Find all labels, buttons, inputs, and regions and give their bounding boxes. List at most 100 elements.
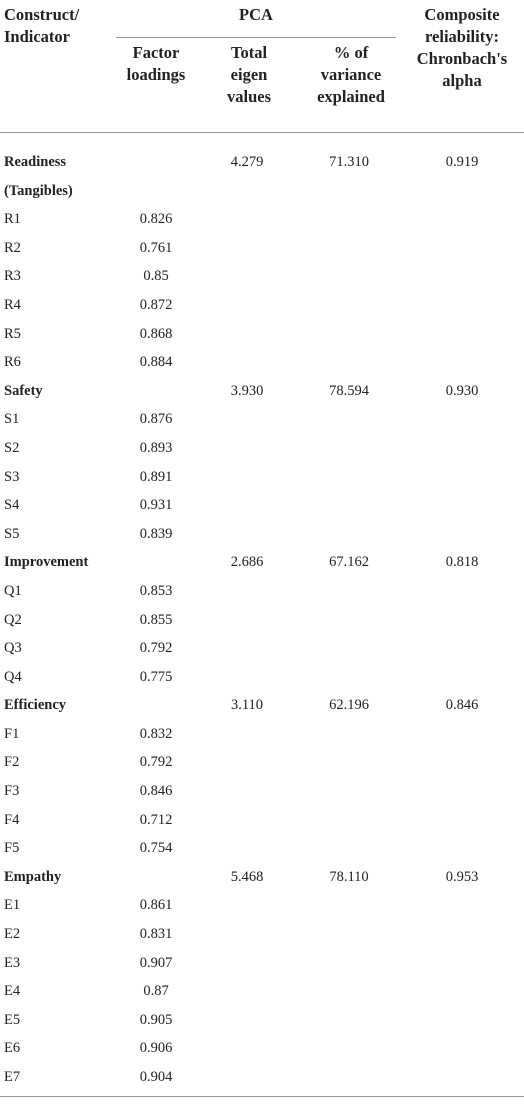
cell: 0.712: [139, 811, 173, 828]
cell: [298, 834, 400, 863]
cell: [116, 863, 196, 892]
cell: 71.310: [329, 154, 369, 170]
header-line: reliability:: [425, 27, 499, 46]
cell: Q2: [4, 611, 22, 628]
cell: [400, 291, 524, 320]
cell: 78.110: [329, 868, 369, 885]
cell: [298, 748, 400, 777]
cell: 62.196: [329, 697, 369, 714]
cell: 0.87: [143, 983, 169, 1000]
table-row: Q1 0.853: [0, 577, 524, 606]
cell: [400, 348, 524, 377]
cell: [196, 234, 298, 263]
cell: 0.930: [445, 382, 479, 399]
header-line: values: [226, 87, 271, 106]
cell: 0.861: [139, 897, 173, 914]
cell: E4: [4, 983, 21, 1000]
cell: 0.818: [445, 554, 479, 571]
table-row: E2 0.831: [0, 920, 524, 949]
cell: F5: [4, 840, 20, 857]
cell: [400, 977, 524, 1006]
alpha-header: Composite reliability: Chronbach's alpha: [400, 4, 524, 92]
header-line: variance: [320, 65, 382, 84]
cell: Q3: [4, 640, 22, 657]
cell: [400, 577, 524, 606]
cell: R3: [4, 268, 21, 285]
header-line: Total: [230, 43, 268, 62]
table-row: S4 0.931: [0, 491, 524, 520]
table-row: S3 0.891: [0, 463, 524, 492]
cell: [196, 806, 298, 835]
table-row: Q2 0.855: [0, 606, 524, 635]
cell: 0.853: [139, 582, 173, 599]
cell: 3.930: [230, 382, 264, 399]
cell: [196, 920, 298, 949]
cell: [400, 834, 524, 863]
cell: 0.855: [139, 611, 173, 628]
cell: 0.792: [139, 754, 173, 771]
construct-header: Construct/Indicator: [4, 4, 79, 48]
cell: [298, 234, 400, 263]
cell: 0.876: [139, 411, 173, 428]
cell: [196, 777, 298, 806]
cell: [196, 949, 298, 978]
cell: R4: [4, 296, 21, 313]
cell: [400, 1006, 524, 1035]
cell: 2.686: [230, 554, 264, 571]
cell: [196, 1063, 298, 1092]
table-row: F4 0.712: [0, 806, 524, 835]
header-line: eigen: [230, 65, 268, 84]
cell: [298, 348, 400, 377]
cell: F2: [4, 754, 20, 771]
cell: [400, 405, 524, 434]
cell: E7: [4, 1069, 21, 1085]
cell: 0.905: [139, 1011, 173, 1028]
cell: Improvement: [4, 554, 89, 571]
cell: [298, 977, 400, 1006]
cell: [196, 748, 298, 777]
cell: [196, 977, 298, 1006]
cell: [298, 720, 400, 749]
cell: [400, 205, 524, 234]
cell: 4.279: [230, 154, 264, 170]
header-line: % of: [333, 43, 369, 62]
cell: Q4: [4, 668, 22, 685]
table-row: E3 0.907: [0, 949, 524, 978]
cell: 0.761: [139, 239, 173, 256]
cell: [196, 1006, 298, 1035]
cell: R2: [4, 239, 21, 256]
cell: E2: [4, 926, 21, 943]
table-row: E6 0.906: [0, 1034, 524, 1063]
table-row: R2 0.761: [0, 234, 524, 263]
cell: [400, 920, 524, 949]
table-body: Readiness (Tangibles) 4.279 71.310 0.919 R1 0…: [0, 148, 524, 1092]
table-row: F3 0.846: [0, 777, 524, 806]
cell: R1: [4, 211, 21, 228]
cell: [196, 834, 298, 863]
table-row: R5 0.868: [0, 320, 524, 349]
cell: [400, 1063, 524, 1092]
cell: 0.868: [139, 325, 173, 342]
cell: 0.904: [139, 1069, 173, 1085]
cell: S1: [4, 411, 20, 428]
cell: 0.754: [139, 840, 173, 857]
cell: [196, 405, 298, 434]
cell: [196, 663, 298, 692]
header-line: Construct/: [4, 5, 80, 24]
cell: [298, 806, 400, 835]
cell: [196, 634, 298, 663]
cell: Efficiency: [4, 697, 67, 714]
cell: Q1: [4, 582, 22, 599]
cell: 0.775: [139, 668, 173, 685]
header-rule: [0, 132, 524, 133]
cell: [400, 520, 524, 549]
table-row: Q4 0.775: [0, 663, 524, 692]
table-row: Efficiency 3.110 62.196 0.846: [0, 691, 524, 720]
table-row: E1 0.861: [0, 891, 524, 920]
cell: [400, 634, 524, 663]
cell: [116, 691, 196, 720]
cell: [116, 548, 196, 577]
cell: [400, 463, 524, 492]
cell: [400, 434, 524, 463]
cell: 0.906: [139, 1040, 173, 1057]
